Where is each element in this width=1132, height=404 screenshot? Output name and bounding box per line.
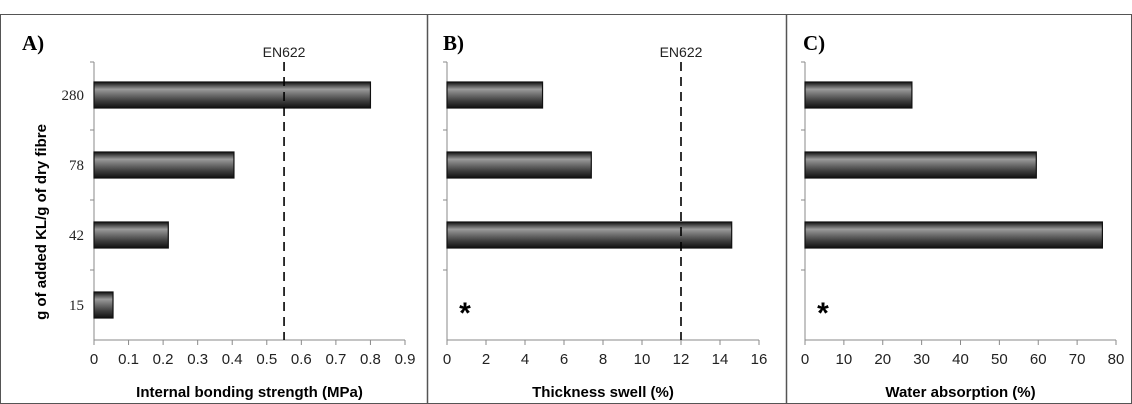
x-tick-label: 4	[521, 351, 529, 368]
x-tick-label: 0.6	[291, 351, 312, 368]
x-tick-label: 0.4	[222, 351, 243, 368]
y-category-label: 78	[69, 158, 84, 174]
x-tick-label: 0	[443, 351, 451, 368]
x-axis-title: Internal bonding strength (MPa)	[136, 384, 363, 401]
chart-panel-1: A) 0 0.1 0.2 0.3 0.4 0.5 0.6 0.7 0.8 0.9 Internal b…	[22, 31, 415, 401]
x-tick-label: 6	[560, 351, 568, 368]
bar	[446, 221, 733, 249]
x-tick-label: 30	[913, 351, 930, 368]
x-tick-label: 70	[1069, 351, 1086, 368]
x-tick-label: 0	[801, 351, 809, 368]
panels-layer: A) 0 0.1 0.2 0.3 0.4 0.5 0.6 0.7 0.8 0.9 Internal b…	[22, 31, 1124, 401]
x-tick-label: 14	[712, 351, 729, 368]
x-axis-title: Thickness swell (%)	[532, 384, 674, 401]
x-tick-label: 40	[952, 351, 969, 368]
panel-letter: C)	[803, 31, 825, 55]
y-category-label: 15	[69, 298, 84, 314]
x-tick-label: 0.5	[256, 351, 277, 368]
panel-letter: B)	[443, 31, 464, 55]
bar	[93, 291, 114, 319]
bar	[804, 151, 1037, 179]
x-tick-label: 0.1	[118, 351, 139, 368]
x-tick-label: 20	[874, 351, 891, 368]
x-tick-label: 50	[991, 351, 1008, 368]
missing-data-marker: *	[817, 297, 829, 330]
chart-panel-2: B) 0 2 4 6 8 10 12 14 16 Thickness swell (%) * EN622	[443, 31, 768, 401]
x-tick-label: 0	[90, 351, 98, 368]
x-tick-label: 16	[751, 351, 768, 368]
reference-line-label: EN622	[660, 44, 703, 60]
x-tick-label: 0.7	[325, 351, 346, 368]
y-category-label: 280	[62, 88, 85, 104]
x-tick-label: 0.8	[360, 351, 381, 368]
x-tick-label: 10	[836, 351, 853, 368]
x-tick-label: 0.3	[187, 351, 208, 368]
x-tick-label: 12	[673, 351, 690, 368]
bar	[804, 81, 913, 109]
bar	[446, 81, 544, 109]
x-tick-label: 60	[1030, 351, 1047, 368]
bar	[93, 151, 235, 179]
bar	[93, 81, 372, 109]
y-axis-title: g of added KL/g of dry fibre	[33, 124, 50, 320]
x-tick-label: 8	[599, 351, 607, 368]
x-tick-label: 0.2	[153, 351, 174, 368]
x-axis-title: Water absorption (%)	[885, 384, 1035, 401]
panel-frames	[0, 14, 1132, 404]
bar	[93, 221, 169, 249]
figure-border	[0, 14, 1132, 404]
x-tick-label: 80	[1108, 351, 1125, 368]
chart-panel-3: C) 0 10 20 30 40 50 60 70 80 Water absorption (%) *	[801, 31, 1125, 401]
x-tick-label: 2	[482, 351, 490, 368]
bar	[446, 151, 592, 179]
panel-letter: A)	[22, 31, 44, 55]
bar	[804, 221, 1103, 249]
y-category-label: 42	[69, 228, 84, 244]
missing-data-marker: *	[459, 297, 471, 330]
reference-line-label: EN622	[263, 44, 306, 60]
x-tick-label: 10	[634, 351, 651, 368]
x-tick-label: 0.9	[395, 351, 416, 368]
